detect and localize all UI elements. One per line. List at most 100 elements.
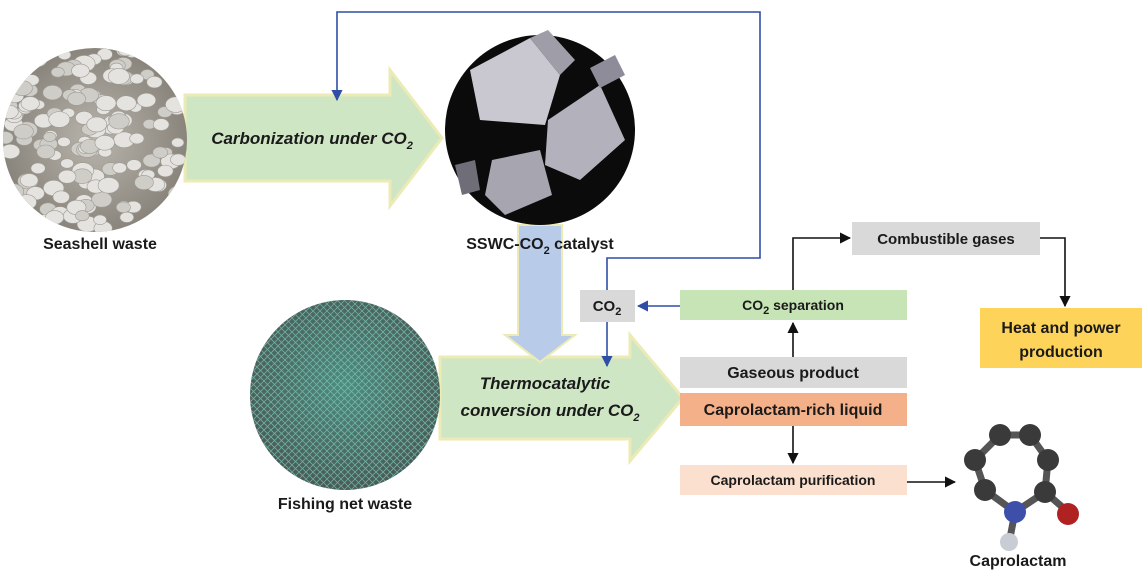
- decoration: [43, 85, 62, 100]
- decoration: [50, 300, 240, 490]
- decoration: [125, 48, 138, 58]
- text: separation: [769, 297, 844, 313]
- decoration: [1, 89, 14, 99]
- decoration: [85, 300, 275, 490]
- decoration: [61, 159, 74, 169]
- decoration: [64, 300, 254, 490]
- decoration: [29, 52, 42, 62]
- text: CO: [742, 297, 763, 313]
- decoration: [43, 132, 56, 141]
- decoration: [78, 300, 268, 490]
- decoration: [165, 97, 186, 113]
- decoration: [12, 204, 25, 214]
- decoration: [148, 216, 164, 228]
- decoration: [11, 74, 24, 84]
- decoration: [144, 220, 164, 235]
- decoration: [85, 300, 275, 490]
- decoration: [68, 92, 86, 105]
- decoration: [172, 205, 186, 216]
- diagram: Seashell waste Carbonization under CO2 S…: [0, 0, 1142, 571]
- decoration: [58, 50, 71, 59]
- decoration: [168, 186, 189, 202]
- decoration: [116, 202, 130, 213]
- decoration: [1, 144, 20, 158]
- decoration: [58, 170, 76, 183]
- decoration: [72, 64, 90, 77]
- label: Caprolactam-rich liquid: [704, 402, 883, 419]
- label: Caprolactam: [970, 553, 1067, 570]
- text: Carbonization under CO: [211, 129, 407, 148]
- decoration: [109, 114, 129, 129]
- decoration: [26, 51, 47, 67]
- process-arrow: [440, 335, 683, 461]
- decoration: [94, 215, 107, 225]
- text: conversion under CO: [461, 401, 634, 420]
- label: Seashell waste: [43, 236, 157, 253]
- decoration: [0, 71, 19, 85]
- label: Fishing net waste: [278, 496, 412, 513]
- decoration: [91, 192, 111, 207]
- decoration: [25, 43, 45, 58]
- text: SSWC-CO: [466, 236, 543, 253]
- label: Heat and power: [1001, 320, 1120, 337]
- decoration: [147, 76, 162, 88]
- decoration: [174, 222, 189, 233]
- decoration: [21, 97, 39, 111]
- decoration: [158, 165, 174, 177]
- decoration: [0, 131, 13, 143]
- decoration: [120, 212, 134, 222]
- text: catalyst: [550, 236, 615, 253]
- caprolactam-molecule: [964, 424, 1079, 551]
- decoration: [170, 154, 185, 166]
- decoration: [96, 96, 116, 111]
- decoration: [153, 147, 168, 158]
- decoration: [116, 96, 136, 111]
- decoration: [37, 145, 55, 159]
- decoration: [57, 300, 247, 490]
- decoration: [98, 177, 119, 193]
- decoration: [52, 225, 64, 234]
- decoration: [13, 71, 26, 81]
- label: Caprolactam purification: [711, 472, 876, 488]
- decoration: [53, 191, 70, 203]
- label: Gaseous product: [727, 365, 859, 382]
- decoration: [127, 160, 142, 171]
- decoration: [175, 46, 188, 56]
- decoration: [108, 68, 129, 84]
- subscript: 2: [632, 412, 639, 424]
- decoration: [162, 198, 181, 213]
- decoration: [130, 133, 144, 144]
- decoration: [75, 211, 89, 221]
- decoration: [12, 81, 32, 96]
- decoration: [78, 300, 268, 490]
- decoration: [170, 57, 190, 72]
- decoration: [51, 67, 64, 77]
- decoration: [157, 215, 173, 227]
- label: production: [1019, 344, 1103, 361]
- decoration: [14, 124, 34, 139]
- decoration: [118, 45, 132, 56]
- label: Thermocatalytic: [480, 374, 611, 393]
- decoration: [19, 45, 38, 60]
- decoration: [71, 300, 261, 490]
- text: CO: [593, 298, 616, 315]
- label: Combustible gases: [877, 231, 1015, 248]
- decoration: [31, 163, 45, 174]
- decoration: [45, 211, 63, 225]
- decoration: [58, 137, 71, 147]
- decoration: [57, 300, 247, 490]
- decoration: [172, 138, 184, 147]
- decoration: [1, 105, 19, 118]
- decoration: [71, 300, 261, 490]
- decoration: [168, 45, 183, 56]
- decoration: [49, 112, 70, 128]
- decoration: [87, 117, 107, 132]
- decoration: [0, 219, 15, 233]
- subscript: 2: [406, 140, 413, 152]
- decoration: [20, 174, 38, 187]
- decoration: [27, 221, 43, 233]
- decoration: [64, 300, 254, 490]
- decoration: [135, 175, 154, 189]
- decoration: [2, 184, 24, 200]
- subscript: 2: [615, 306, 621, 318]
